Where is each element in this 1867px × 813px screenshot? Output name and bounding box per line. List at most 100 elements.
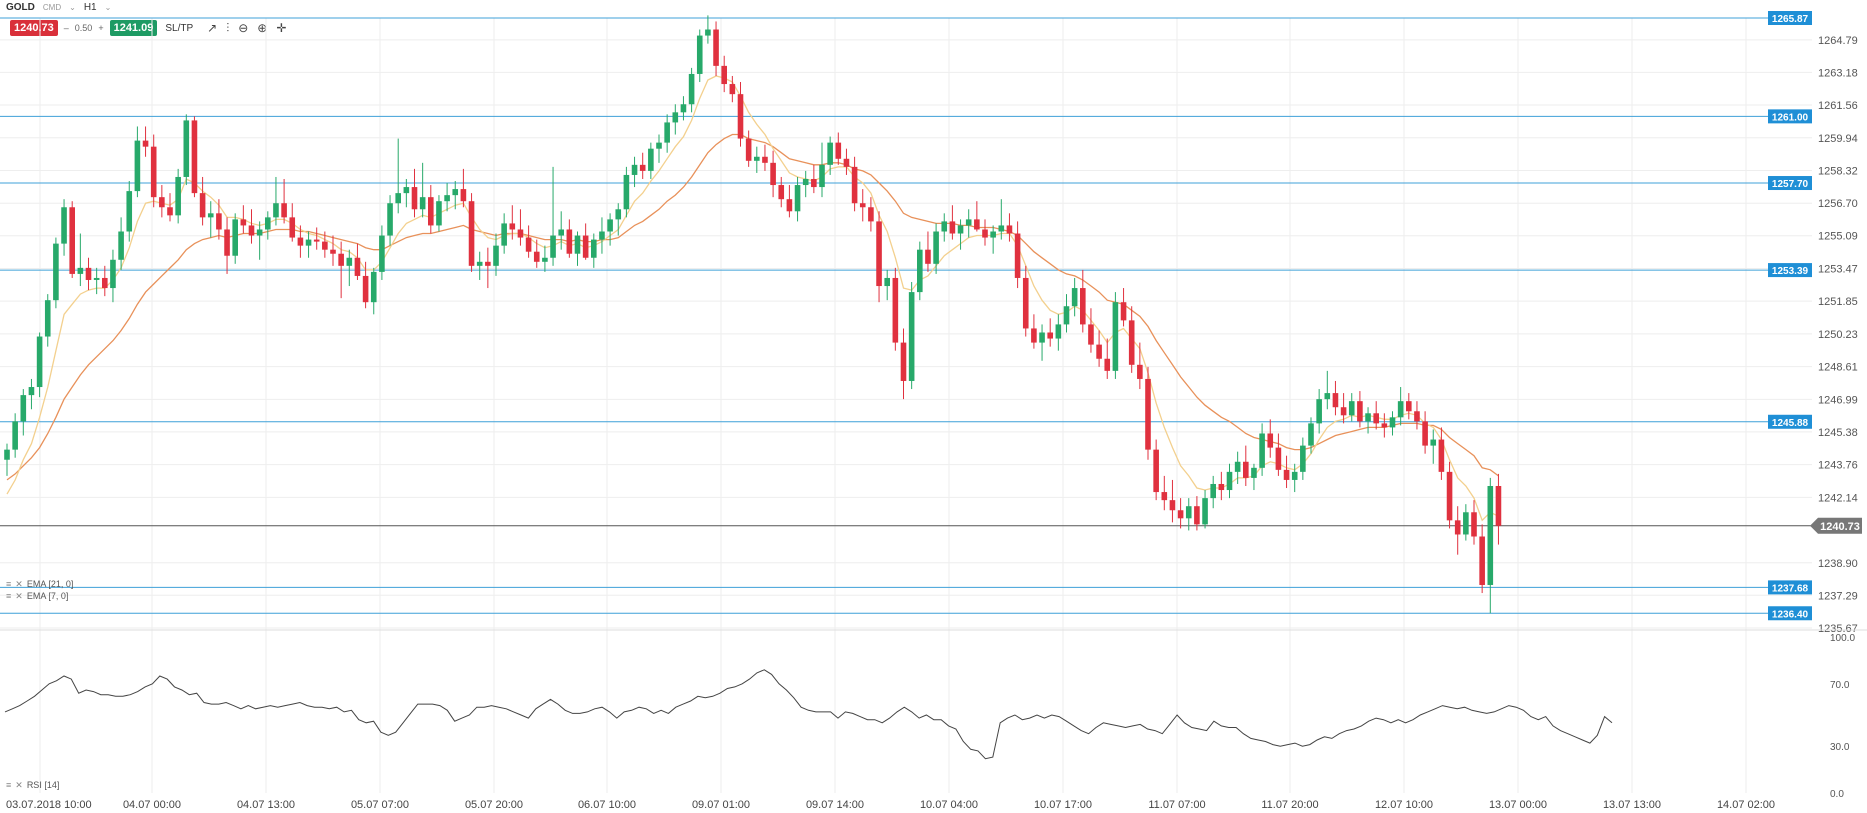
candle-bear	[1031, 328, 1037, 343]
candle-bull	[77, 267, 84, 274]
candle-bear	[949, 221, 956, 234]
candle-bull	[558, 229, 564, 236]
candle-bull	[794, 185, 801, 212]
candle-bull	[696, 35, 703, 74]
close-icon[interactable]: ✕	[15, 780, 23, 790]
current-price-tag	[1810, 517, 1862, 534]
candle-bear	[330, 249, 336, 254]
candle-bull	[802, 178, 809, 186]
candle-bear	[745, 138, 752, 161]
candle-bear	[1340, 407, 1347, 416]
sltp-button[interactable]: SL/TP	[165, 22, 194, 34]
sell-button[interactable]: 1240.73	[10, 20, 58, 36]
level-tag-label: 1253.39	[1772, 266, 1809, 277]
price-tick-label: 1237.29	[1818, 590, 1858, 602]
level-tag	[1768, 580, 1812, 595]
candle-bear	[69, 207, 75, 274]
instrument-row: GOLD CMD ⌄ H1 ⌄	[6, 2, 111, 13]
candle-bear	[411, 187, 418, 210]
candle-bull	[183, 120, 190, 177]
candle-bull	[403, 187, 410, 194]
candle-bear	[85, 267, 92, 280]
level-tag-label: 1245.88	[1772, 418, 1809, 429]
candle-bull	[542, 257, 548, 262]
candle-bull	[93, 277, 100, 280]
candle-bull	[998, 225, 1005, 232]
trade-row: 1240.73 – 0.50 + 1241.09 SL/TP ↗ ⫶ ⊖ ⊕ ✛	[10, 20, 286, 36]
candle-bear	[199, 193, 206, 218]
candle-bear	[248, 225, 255, 236]
candle-bull	[933, 231, 939, 264]
ema7-legend[interactable]: ≡ ✕ EMA [7, 0]	[6, 591, 68, 602]
candle-bull	[452, 189, 459, 196]
rsi-legend[interactable]: ≡ ✕ RSI [14]	[6, 780, 59, 791]
crosshair-icon[interactable]: ✛	[276, 20, 287, 35]
candle-bull	[574, 235, 581, 254]
buy-button[interactable]: 1241.09	[109, 20, 158, 36]
spread-decrease[interactable]: –	[63, 23, 69, 33]
level-tag	[1768, 109, 1812, 124]
candle-bull	[493, 245, 499, 266]
candle-bear	[240, 219, 247, 226]
candle-bear	[729, 84, 736, 95]
candle-bear	[1128, 320, 1135, 365]
time-tick-label: 10.07 04:00	[920, 799, 978, 811]
zoom-out-icon[interactable]: ⊖	[238, 20, 249, 35]
level-tag	[1768, 606, 1812, 621]
symbol-label[interactable]: GOLD	[6, 2, 35, 13]
candle-bear	[1177, 510, 1184, 519]
candle-bear	[786, 199, 793, 212]
candle-bear	[102, 277, 108, 289]
level-tag-label: 1257.70	[1772, 179, 1809, 190]
candle-bull	[680, 104, 687, 113]
candle-bull	[1251, 467, 1257, 478]
candle-bear	[582, 235, 589, 258]
candle-bull	[1234, 461, 1241, 472]
candle-bull	[688, 73, 695, 105]
candle-bear	[191, 120, 198, 194]
close-icon[interactable]: ✕	[15, 591, 23, 601]
price-tick-label: 1243.76	[1818, 460, 1858, 472]
candle-bull	[656, 142, 662, 149]
candle-bull	[1055, 324, 1062, 339]
candle-bull	[28, 387, 35, 396]
candle-bull	[265, 217, 271, 230]
time-tick-label: 11.07 20:00	[1261, 799, 1318, 811]
candle-bull	[1487, 486, 1494, 585]
rsi-tick-label: 100.0	[1830, 633, 1855, 644]
price-tick-label: 1245.38	[1818, 427, 1858, 439]
candle-bear	[460, 189, 467, 202]
candle-bear	[517, 229, 524, 238]
current-price-label: 1240.73	[1820, 521, 1860, 533]
indicators-icon[interactable]: ⫶	[226, 20, 230, 35]
candle-bear	[1275, 447, 1282, 470]
candle-bull	[965, 219, 972, 226]
candle-bull	[1348, 401, 1355, 416]
close-icon[interactable]: ✕	[15, 579, 23, 589]
candle-bear	[485, 261, 491, 266]
zoom-in-icon[interactable]: ⊕	[257, 20, 268, 35]
menu-icon[interactable]: ≡	[6, 579, 12, 589]
candle-bull	[1063, 306, 1070, 325]
candle-bull	[754, 156, 760, 161]
candle-bear	[1332, 393, 1339, 408]
menu-icon[interactable]: ≡	[6, 591, 12, 601]
menu-icon[interactable]: ≡	[6, 780, 12, 790]
spread-increase[interactable]: +	[98, 23, 104, 33]
ema7-line	[6, 75, 1499, 522]
chevron-down-icon[interactable]: ⌄	[69, 3, 76, 12]
candle-bull	[346, 257, 353, 266]
candle-bull	[1185, 506, 1192, 519]
candle-bear	[159, 197, 165, 208]
candle-bear	[900, 342, 907, 381]
candle-bear	[770, 162, 776, 186]
chevron-down-icon[interactable]: ⌄	[104, 3, 112, 12]
level-tag-label: 1237.68	[1772, 583, 1809, 594]
candle-bull	[664, 122, 670, 143]
ema21-legend[interactable]: ≡ ✕ EMA [21, 0]	[6, 579, 73, 590]
candle-bull	[917, 249, 923, 293]
candle-bull	[631, 164, 638, 175]
line-chart-icon[interactable]: ↗	[207, 20, 218, 35]
timeframe-selector[interactable]: H1	[83, 2, 97, 13]
